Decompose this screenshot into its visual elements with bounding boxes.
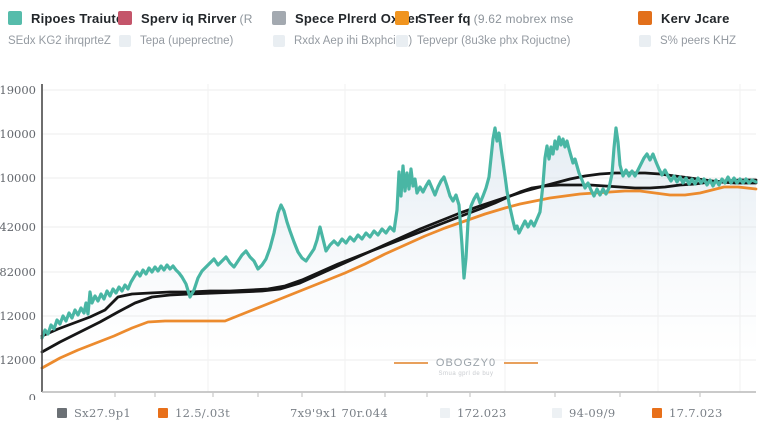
inner-legend-sublabel: Smua gprl de buy bbox=[438, 371, 494, 377]
legend-item-amber[interactable]: STeer fq (9.62 mobrex mse Tepvepr (8u3ke … bbox=[395, 9, 574, 50]
stat-swatch bbox=[57, 408, 67, 418]
stat-item: 12.5/.03t bbox=[158, 406, 230, 420]
series-swatch-gray bbox=[272, 11, 286, 25]
legend-subtitle: S% peers KHZ bbox=[660, 35, 737, 47]
svg-text:10000: 10000 bbox=[0, 127, 36, 141]
legend-title: Sperv iq Rirver (R bbox=[141, 10, 253, 26]
legend-title: Kerv Jcare bbox=[661, 10, 730, 26]
series-swatch-teal bbox=[8, 11, 22, 25]
stat-item: 17.7.023 bbox=[652, 406, 723, 420]
legend-sub-swatch bbox=[396, 35, 408, 47]
series-swatch-amber bbox=[395, 11, 409, 25]
legend-title: STeer fq (9.62 mobrex mse bbox=[418, 10, 574, 26]
legend-line-sample bbox=[393, 362, 428, 364]
svg-text:10000: 10000 bbox=[0, 171, 36, 185]
legend-sub-swatch bbox=[119, 35, 131, 47]
inner-legend-label: OBOGZY0 bbox=[435, 357, 497, 369]
stat-item: 94-09/9 bbox=[552, 406, 615, 420]
series-swatch-rose bbox=[118, 11, 132, 25]
svg-text:19000: 19000 bbox=[0, 83, 36, 97]
legend-subtitle: Tepvepr (8u3ke phx Rojuctne) bbox=[417, 35, 571, 47]
svg-text:12000: 12000 bbox=[0, 353, 36, 367]
inner-series-legend[interactable]: OBOGZY0 Smua gprl de buy bbox=[378, 357, 554, 377]
legend-subtitle: SEdx KG2 ihrqprteZ bbox=[8, 35, 111, 47]
stat-item: 7x9'9x1 70r.044 bbox=[290, 406, 389, 420]
legend-sub-swatch bbox=[273, 35, 285, 47]
legend-subtitle: Rxdx Aep ihi Bxphcine) bbox=[294, 35, 413, 47]
legend-item-orange[interactable]: Kerv Jcare S% peers KHZ bbox=[638, 9, 736, 50]
stat-item: Sx27.9p1 bbox=[57, 406, 131, 420]
stat-swatch bbox=[552, 408, 562, 418]
legend-item-price[interactable]: Ripoes Traiuter SEdx KG2 ihrqprteZ bbox=[8, 9, 132, 50]
svg-text:0: 0 bbox=[29, 391, 36, 405]
stat-swatch bbox=[652, 408, 662, 418]
stat-swatch bbox=[440, 408, 450, 418]
legend-line-sample bbox=[504, 362, 539, 364]
stats-bar: Sx27.9p1 12.5/.03t 7x9'9x1 70r.044 172.0… bbox=[0, 400, 760, 426]
svg-text:42000: 42000 bbox=[0, 220, 36, 234]
legend-title: Ripoes Traiuter bbox=[31, 10, 129, 26]
stat-swatch bbox=[158, 408, 168, 418]
legend-subtitle: Tepa (upeprectne) bbox=[140, 35, 234, 47]
stat-item: 172.023 bbox=[440, 406, 507, 420]
series-swatch-orange bbox=[638, 11, 652, 25]
legend-sub-swatch bbox=[639, 35, 651, 47]
legend-bar: Ripoes Traiuter SEdx KG2 ihrqprteZ Sperv… bbox=[0, 0, 760, 58]
svg-text:82000: 82000 bbox=[0, 265, 36, 279]
legend-item-gray[interactable]: Spece Plrerd Oxrier Rxdx Aep ihi Bxphcin… bbox=[272, 9, 423, 50]
legend-title: Spece Plrerd Oxrier bbox=[295, 10, 421, 26]
svg-text:12000: 12000 bbox=[0, 309, 36, 323]
legend-item-rose[interactable]: Sperv iq Rirver (R Tepa (upeprectne) bbox=[118, 9, 253, 50]
